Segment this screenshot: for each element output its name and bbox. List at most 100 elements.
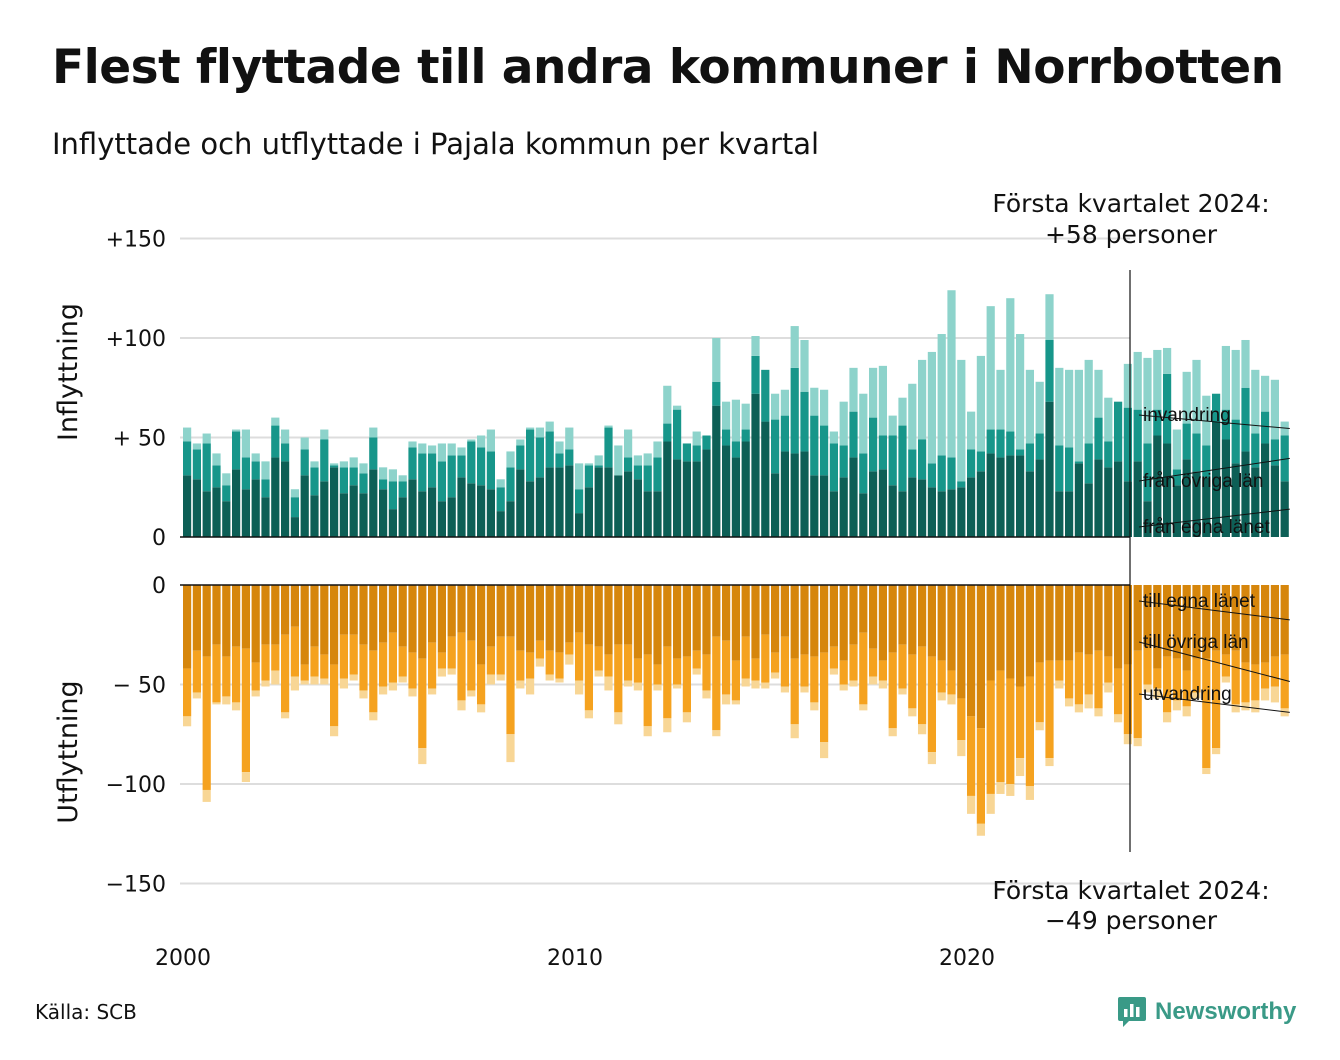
bar-to-other-counties xyxy=(486,646,495,675)
bar-emigration xyxy=(339,678,348,689)
bar-immigration xyxy=(820,389,829,426)
bar-from-other-counties xyxy=(692,445,701,462)
bar-from-own-county xyxy=(192,479,201,537)
bar-from-other-counties xyxy=(741,429,750,442)
bar-immigration xyxy=(447,443,456,456)
bar-from-own-county xyxy=(898,491,907,537)
bar-to-own-county xyxy=(1094,585,1103,651)
bar-from-other-counties xyxy=(584,465,593,488)
bar-from-own-county xyxy=(673,459,682,537)
bar-to-other-counties xyxy=(575,632,584,681)
bar-from-own-county xyxy=(643,491,652,537)
bar-from-other-counties xyxy=(506,467,515,502)
bar-to-own-county xyxy=(339,585,348,635)
bar-immigration xyxy=(751,336,760,356)
bar-to-own-county xyxy=(1270,585,1279,657)
bar-to-own-county xyxy=(780,585,789,637)
bar-from-other-counties xyxy=(1280,435,1289,482)
bar-immigration xyxy=(604,425,613,428)
bar-to-own-county xyxy=(1055,585,1064,661)
bar-to-other-counties xyxy=(212,644,221,703)
bar-emigration xyxy=(398,676,407,683)
bar-from-other-counties xyxy=(300,449,309,476)
bar-from-other-counties xyxy=(212,465,221,488)
bar-from-own-county xyxy=(888,485,897,537)
bar-to-own-county xyxy=(643,585,652,655)
bar-immigration xyxy=(692,431,701,446)
bar-from-other-counties xyxy=(1094,417,1103,460)
bar-immigration xyxy=(565,427,574,450)
bar-from-own-county xyxy=(408,479,417,537)
bar-immigration xyxy=(712,338,721,382)
y-tick-label-top: +150 xyxy=(106,228,166,253)
bar-to-own-county xyxy=(663,585,672,647)
bar-from-other-counties xyxy=(183,441,192,476)
bar-from-own-county xyxy=(565,465,574,537)
bar-to-other-counties xyxy=(722,640,731,695)
bar-to-own-county xyxy=(398,585,407,647)
bar-from-other-counties xyxy=(261,479,270,498)
x-tick-label: 2020 xyxy=(939,946,995,971)
bar-to-own-county xyxy=(820,585,829,653)
bar-from-own-county xyxy=(330,467,339,537)
bar-to-other-counties xyxy=(937,660,946,693)
bar-from-own-county xyxy=(477,485,486,537)
bar-from-own-county xyxy=(1192,471,1201,537)
bar-to-other-counties xyxy=(790,658,799,725)
bar-from-own-county xyxy=(1212,421,1221,537)
bar-to-other-counties xyxy=(908,654,917,709)
bar-to-other-counties xyxy=(428,642,437,689)
bar-from-other-counties xyxy=(790,367,799,454)
bar-to-other-counties xyxy=(261,644,270,681)
bar-to-own-county xyxy=(761,585,770,635)
bar-from-other-counties xyxy=(712,381,721,406)
bar-from-own-county xyxy=(918,479,927,537)
bar-from-own-county xyxy=(908,477,917,537)
bar-emigration xyxy=(320,678,329,685)
bar-from-own-county xyxy=(1143,501,1152,537)
bar-emigration xyxy=(682,712,691,723)
bar-to-other-counties xyxy=(418,658,427,749)
y-tick-label-top: + 50 xyxy=(113,427,166,452)
bar-to-own-county xyxy=(898,585,907,645)
bar-emigration xyxy=(1084,694,1093,709)
bar-to-other-counties xyxy=(379,642,388,687)
bar-emigration xyxy=(1202,768,1211,775)
bar-to-own-county xyxy=(702,585,711,655)
bar-immigration xyxy=(1182,371,1191,424)
bar-from-other-counties xyxy=(1065,447,1074,492)
bar-to-other-counties xyxy=(388,632,397,683)
bar-from-own-county xyxy=(241,489,250,537)
bar-to-other-counties xyxy=(535,640,544,659)
bar-emigration xyxy=(1270,686,1279,703)
bar-emigration xyxy=(1025,785,1034,800)
bar-emigration xyxy=(467,690,476,697)
bar-from-own-county xyxy=(202,491,211,537)
bar-to-own-county xyxy=(1065,585,1074,661)
bar-from-other-counties xyxy=(1163,373,1172,444)
bar-emigration xyxy=(516,680,525,689)
bar-immigration xyxy=(202,433,211,444)
bar-from-other-counties xyxy=(388,481,397,510)
bar-to-other-counties xyxy=(888,652,897,729)
bar-to-own-county xyxy=(682,585,691,657)
bar-to-own-county xyxy=(751,585,760,659)
bar-to-own-county xyxy=(565,585,574,643)
bar-to-other-counties xyxy=(222,656,231,697)
bar-emigration xyxy=(555,678,564,683)
bar-to-own-county xyxy=(937,585,946,661)
bar-emigration xyxy=(996,782,1005,794)
bar-from-other-counties xyxy=(1074,461,1083,464)
bar-to-own-county xyxy=(712,585,721,637)
bar-from-other-counties xyxy=(722,429,731,446)
bar-to-other-counties xyxy=(1231,650,1240,705)
bar-to-own-county xyxy=(506,585,515,637)
bar-from-other-counties xyxy=(1231,419,1240,464)
bar-to-other-counties xyxy=(1025,676,1034,786)
bar-emigration xyxy=(447,668,456,675)
bar-to-own-county xyxy=(575,585,584,633)
bar-from-other-counties xyxy=(1241,387,1250,452)
leader-line xyxy=(1138,641,1290,682)
bar-emigration xyxy=(624,680,633,687)
